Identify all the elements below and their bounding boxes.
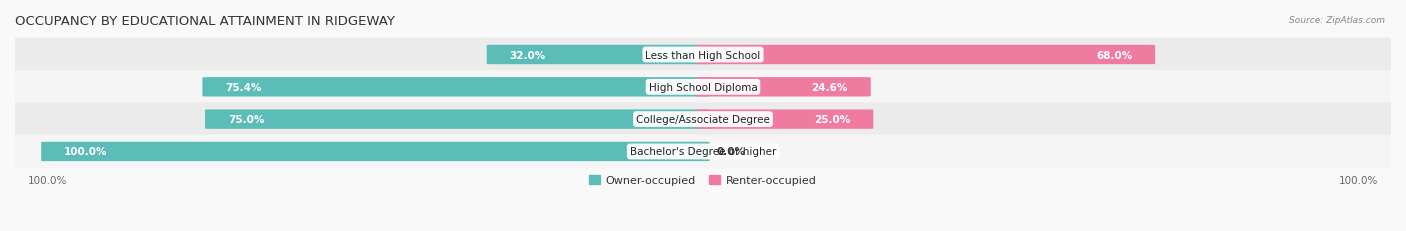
FancyBboxPatch shape [486,46,710,65]
Text: 68.0%: 68.0% [1095,50,1132,60]
Text: 25.0%: 25.0% [814,115,851,125]
Text: 75.4%: 75.4% [225,82,262,92]
Legend: Owner-occupied, Renter-occupied: Owner-occupied, Renter-occupied [585,171,821,190]
Text: High School Diploma: High School Diploma [648,82,758,92]
Text: 100.0%: 100.0% [65,147,108,157]
FancyBboxPatch shape [41,142,710,161]
FancyBboxPatch shape [1,135,1405,169]
FancyBboxPatch shape [696,110,873,129]
Text: 75.0%: 75.0% [228,115,264,125]
Text: 0.0%: 0.0% [716,147,745,157]
FancyBboxPatch shape [205,110,710,129]
FancyBboxPatch shape [696,46,1156,65]
FancyBboxPatch shape [1,39,1405,72]
FancyBboxPatch shape [202,78,710,97]
Text: OCCUPANCY BY EDUCATIONAL ATTAINMENT IN RIDGEWAY: OCCUPANCY BY EDUCATIONAL ATTAINMENT IN R… [15,15,395,28]
Text: 32.0%: 32.0% [510,50,546,60]
Text: College/Associate Degree: College/Associate Degree [636,115,770,125]
FancyBboxPatch shape [696,78,870,97]
Text: 24.6%: 24.6% [811,82,848,92]
FancyBboxPatch shape [1,71,1405,104]
Text: Source: ZipAtlas.com: Source: ZipAtlas.com [1289,16,1385,25]
FancyBboxPatch shape [1,103,1405,136]
Text: Less than High School: Less than High School [645,50,761,60]
Text: Bachelor's Degree or higher: Bachelor's Degree or higher [630,147,776,157]
